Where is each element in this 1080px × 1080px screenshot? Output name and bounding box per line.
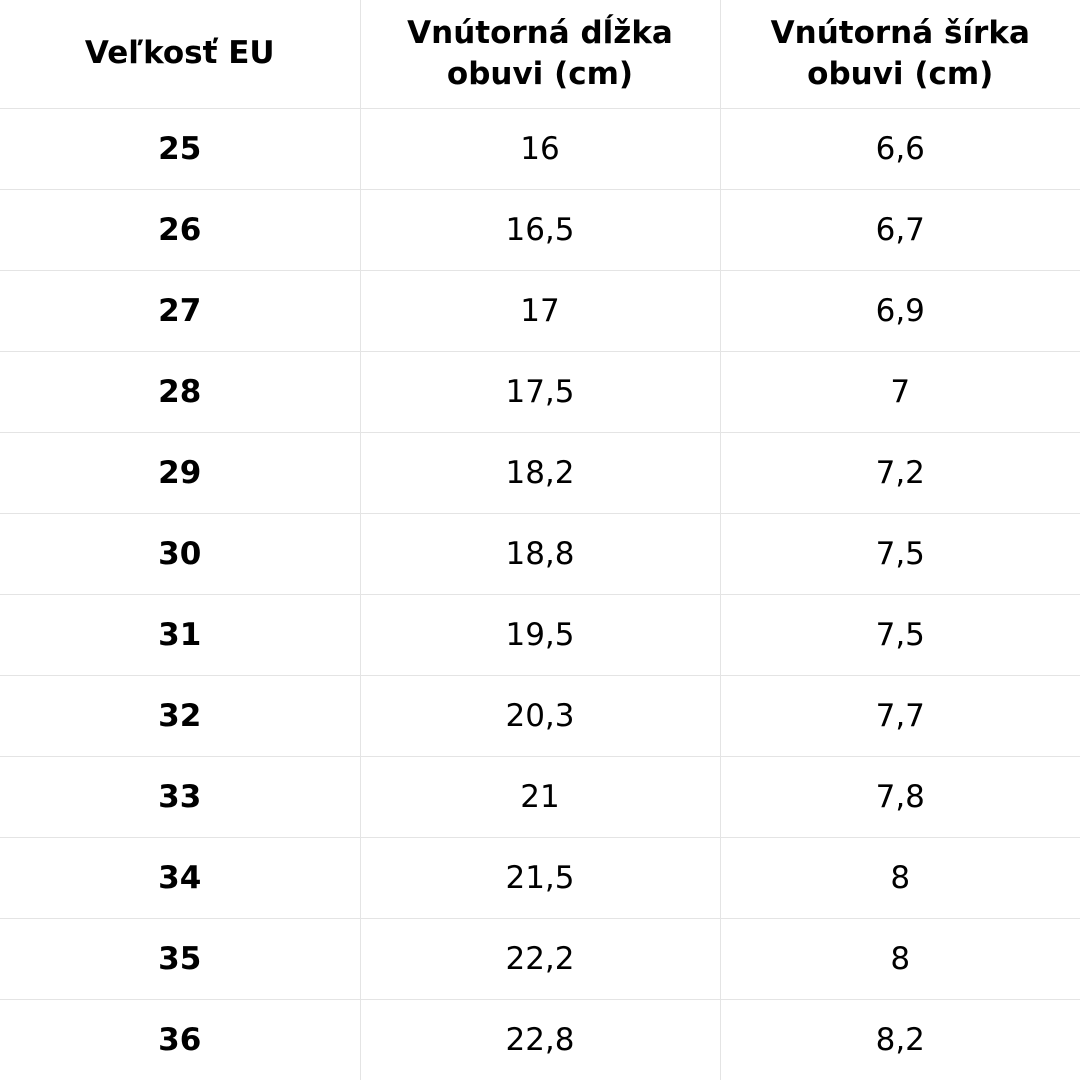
- table-row: 27 17 6,9: [0, 269, 1080, 352]
- table-row: 31 19,5 7,5: [0, 593, 1080, 676]
- size-cell: 26: [0, 188, 361, 271]
- size-cell: 34: [0, 836, 361, 919]
- size-cell: 35: [0, 917, 361, 1000]
- table-row: 36 22,8 8,2: [0, 998, 1080, 1080]
- size-cell: 36: [0, 998, 361, 1080]
- width-cell: 7,7: [719, 674, 1080, 757]
- size-cell: 29: [0, 431, 361, 514]
- width-cell: 6,7: [719, 188, 1080, 271]
- size-cell: 32: [0, 674, 361, 757]
- table-header: Veľkosť EU Vnútorná dĺžka obuvi (cm) Vnú…: [0, 0, 1080, 109]
- length-cell: 16,5: [359, 188, 721, 271]
- size-cell: 31: [0, 593, 361, 676]
- width-cell: 8: [719, 917, 1080, 1000]
- table-row: 35 22,2 8: [0, 917, 1080, 1000]
- width-cell: 7,5: [719, 593, 1080, 676]
- table-row: 26 16,5 6,7: [0, 188, 1080, 271]
- size-cell: 25: [0, 107, 361, 190]
- width-cell: 8: [719, 836, 1080, 919]
- length-cell: 17: [359, 269, 721, 352]
- length-cell: 17,5: [359, 350, 721, 433]
- length-cell: 18,2: [359, 431, 721, 514]
- table-row: 28 17,5 7: [0, 350, 1080, 433]
- table-row: 29 18,2 7,2: [0, 431, 1080, 514]
- size-cell: 28: [0, 350, 361, 433]
- size-cell: 27: [0, 269, 361, 352]
- length-cell: 22,8: [359, 998, 721, 1080]
- size-cell: 30: [0, 512, 361, 595]
- width-cell: 7,2: [719, 431, 1080, 514]
- length-cell: 22,2: [359, 917, 721, 1000]
- table-row: 32 20,3 7,7: [0, 674, 1080, 757]
- table-row: 30 18,8 7,5: [0, 512, 1080, 595]
- width-cell: 8,2: [719, 998, 1080, 1080]
- table-row: 33 21 7,8: [0, 755, 1080, 838]
- width-cell: 7: [719, 350, 1080, 433]
- length-cell: 19,5: [359, 593, 721, 676]
- header-row: Veľkosť EU Vnútorná dĺžka obuvi (cm) Vnú…: [0, 0, 1080, 109]
- header-inner-length: Vnútorná dĺžka obuvi (cm): [359, 0, 721, 109]
- length-cell: 21: [359, 755, 721, 838]
- width-cell: 6,9: [719, 269, 1080, 352]
- length-cell: 18,8: [359, 512, 721, 595]
- length-cell: 21,5: [359, 836, 721, 919]
- header-inner-width: Vnútorná šírka obuvi (cm): [719, 0, 1080, 109]
- size-cell: 33: [0, 755, 361, 838]
- table-row: 34 21,5 8: [0, 836, 1080, 919]
- table-row: 25 16 6,6: [0, 107, 1080, 190]
- header-eu-size: Veľkosť EU: [0, 0, 361, 109]
- length-cell: 16: [359, 107, 721, 190]
- table-body: 25 16 6,6 26 16,5 6,7 27 17 6,9 28 17,5 7 29 18,2 7,2 3…: [0, 107, 1080, 1080]
- length-cell: 20,3: [359, 674, 721, 757]
- width-cell: 6,6: [719, 107, 1080, 190]
- width-cell: 7,8: [719, 755, 1080, 838]
- width-cell: 7,5: [719, 512, 1080, 595]
